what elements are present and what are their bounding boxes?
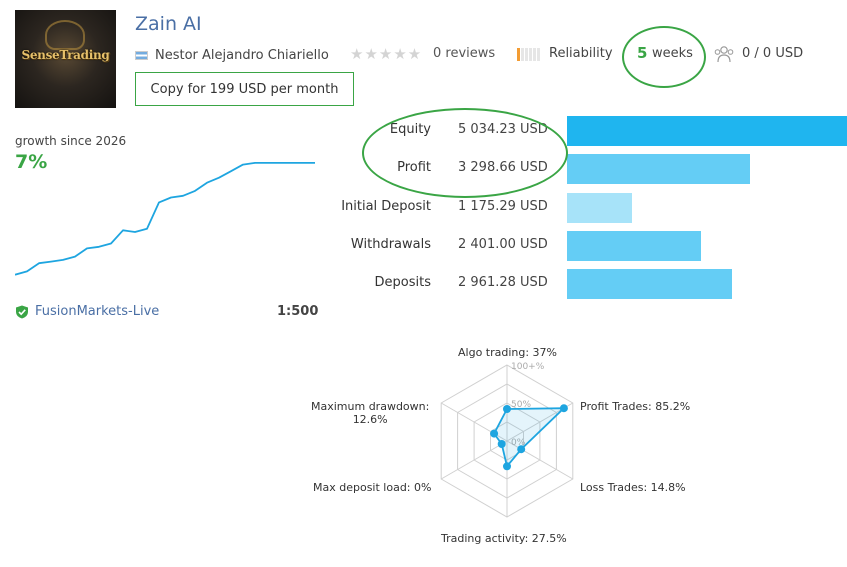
logo-text: SenseTrading — [21, 48, 110, 62]
logo-ornament — [45, 20, 85, 50]
radar-axis-label-text: Max deposit load: 0% — [313, 481, 432, 494]
radar-axis-label: Maximum drawdown: 12.6% — [311, 400, 429, 426]
radar-point — [559, 404, 568, 413]
broker-name[interactable]: FusionMarkets-Live — [35, 304, 160, 319]
verified-shield-icon — [16, 305, 28, 318]
signal-avatar: SenseTrading — [15, 10, 116, 108]
highlight-circle-equity-profit — [362, 108, 568, 198]
reviews-link[interactable]: 0 reviews — [433, 46, 496, 61]
author-row[interactable]: Nestor Alejandro Chiariello — [135, 46, 329, 64]
radar-axis-label-text: Algo trading: 37% — [458, 346, 558, 359]
radar-axis-label: Loss Trades: 14.8% — [580, 481, 686, 494]
growth-chart[interactable] — [15, 150, 317, 280]
broker-server[interactable]: FusionMarkets-Live — [15, 304, 159, 319]
radar-axis-label: Max deposit load: 0% — [313, 481, 431, 494]
highlight-circle-weeks — [622, 26, 706, 88]
subscribers-icon — [714, 46, 734, 63]
stat-label: Deposits — [374, 275, 431, 290]
radar-point — [497, 440, 506, 448]
radar-axis-label-text: Trading activity: 27.5% — [441, 532, 567, 545]
stat-bar — [567, 116, 847, 146]
stat-bar — [567, 269, 732, 299]
stat-label: Initial Deposit — [341, 199, 431, 214]
radar-axis-label-text: Profit Trades: 85.2% — [580, 400, 691, 413]
stat-value: 1 175.29 USD — [458, 199, 548, 214]
radar-axis-label-text: Maximum drawdown: — [311, 400, 430, 413]
stat-value: 2 961.28 USD — [458, 275, 548, 290]
author-name[interactable]: Nestor Alejandro Chiariello — [155, 47, 329, 63]
weeks-value: 5 — [637, 44, 648, 62]
subscribers-funds: 0 / 0 USD — [742, 46, 804, 61]
radar-spoke — [440, 440, 508, 480]
radar-point — [490, 429, 499, 438]
radar-point — [517, 445, 526, 454]
radar-ring-label: 50% — [511, 400, 531, 410]
radar-ring-label: 100+% — [511, 362, 545, 372]
argentina-flag-icon — [135, 50, 148, 60]
growth-label: growth since 2026 — [15, 134, 127, 148]
reliability-meter-icon — [517, 48, 540, 61]
radar-axis-label: Trading activity: 27.5% — [441, 532, 567, 545]
copy-signal-button[interactable]: Copy for 199 USD per month — [135, 72, 354, 106]
rating-stars-icon: ★★★★★ — [350, 45, 423, 63]
stat-bar — [567, 154, 750, 184]
radar-axis-label-text: Loss Trades: 14.8% — [580, 481, 686, 494]
signal-title[interactable]: Zain AI — [135, 13, 202, 35]
radar-axis-label: Profit Trades: 85.2% — [580, 400, 690, 413]
radar-chart: 100+% 50% 0% — [440, 362, 574, 518]
reliability-label: Reliability — [549, 46, 613, 61]
growth-value: 7% — [15, 151, 48, 173]
radar-axis-label: Algo trading: 37% — [458, 346, 557, 359]
stat-bar — [567, 193, 632, 223]
radar-point — [503, 405, 511, 413]
radar-ring-label: 0% — [511, 438, 526, 448]
growth-line — [15, 161, 315, 276]
radar-point — [503, 462, 511, 471]
stat-label: Withdrawals — [350, 237, 431, 252]
weeks-label: weeks — [652, 46, 693, 61]
radar-area — [493, 407, 567, 469]
leverage-value: 1:500 — [277, 304, 319, 319]
stat-value: 2 401.00 USD — [458, 237, 548, 252]
radar-axis-label-value: 12.6% — [352, 413, 388, 426]
stat-bar — [567, 231, 701, 261]
